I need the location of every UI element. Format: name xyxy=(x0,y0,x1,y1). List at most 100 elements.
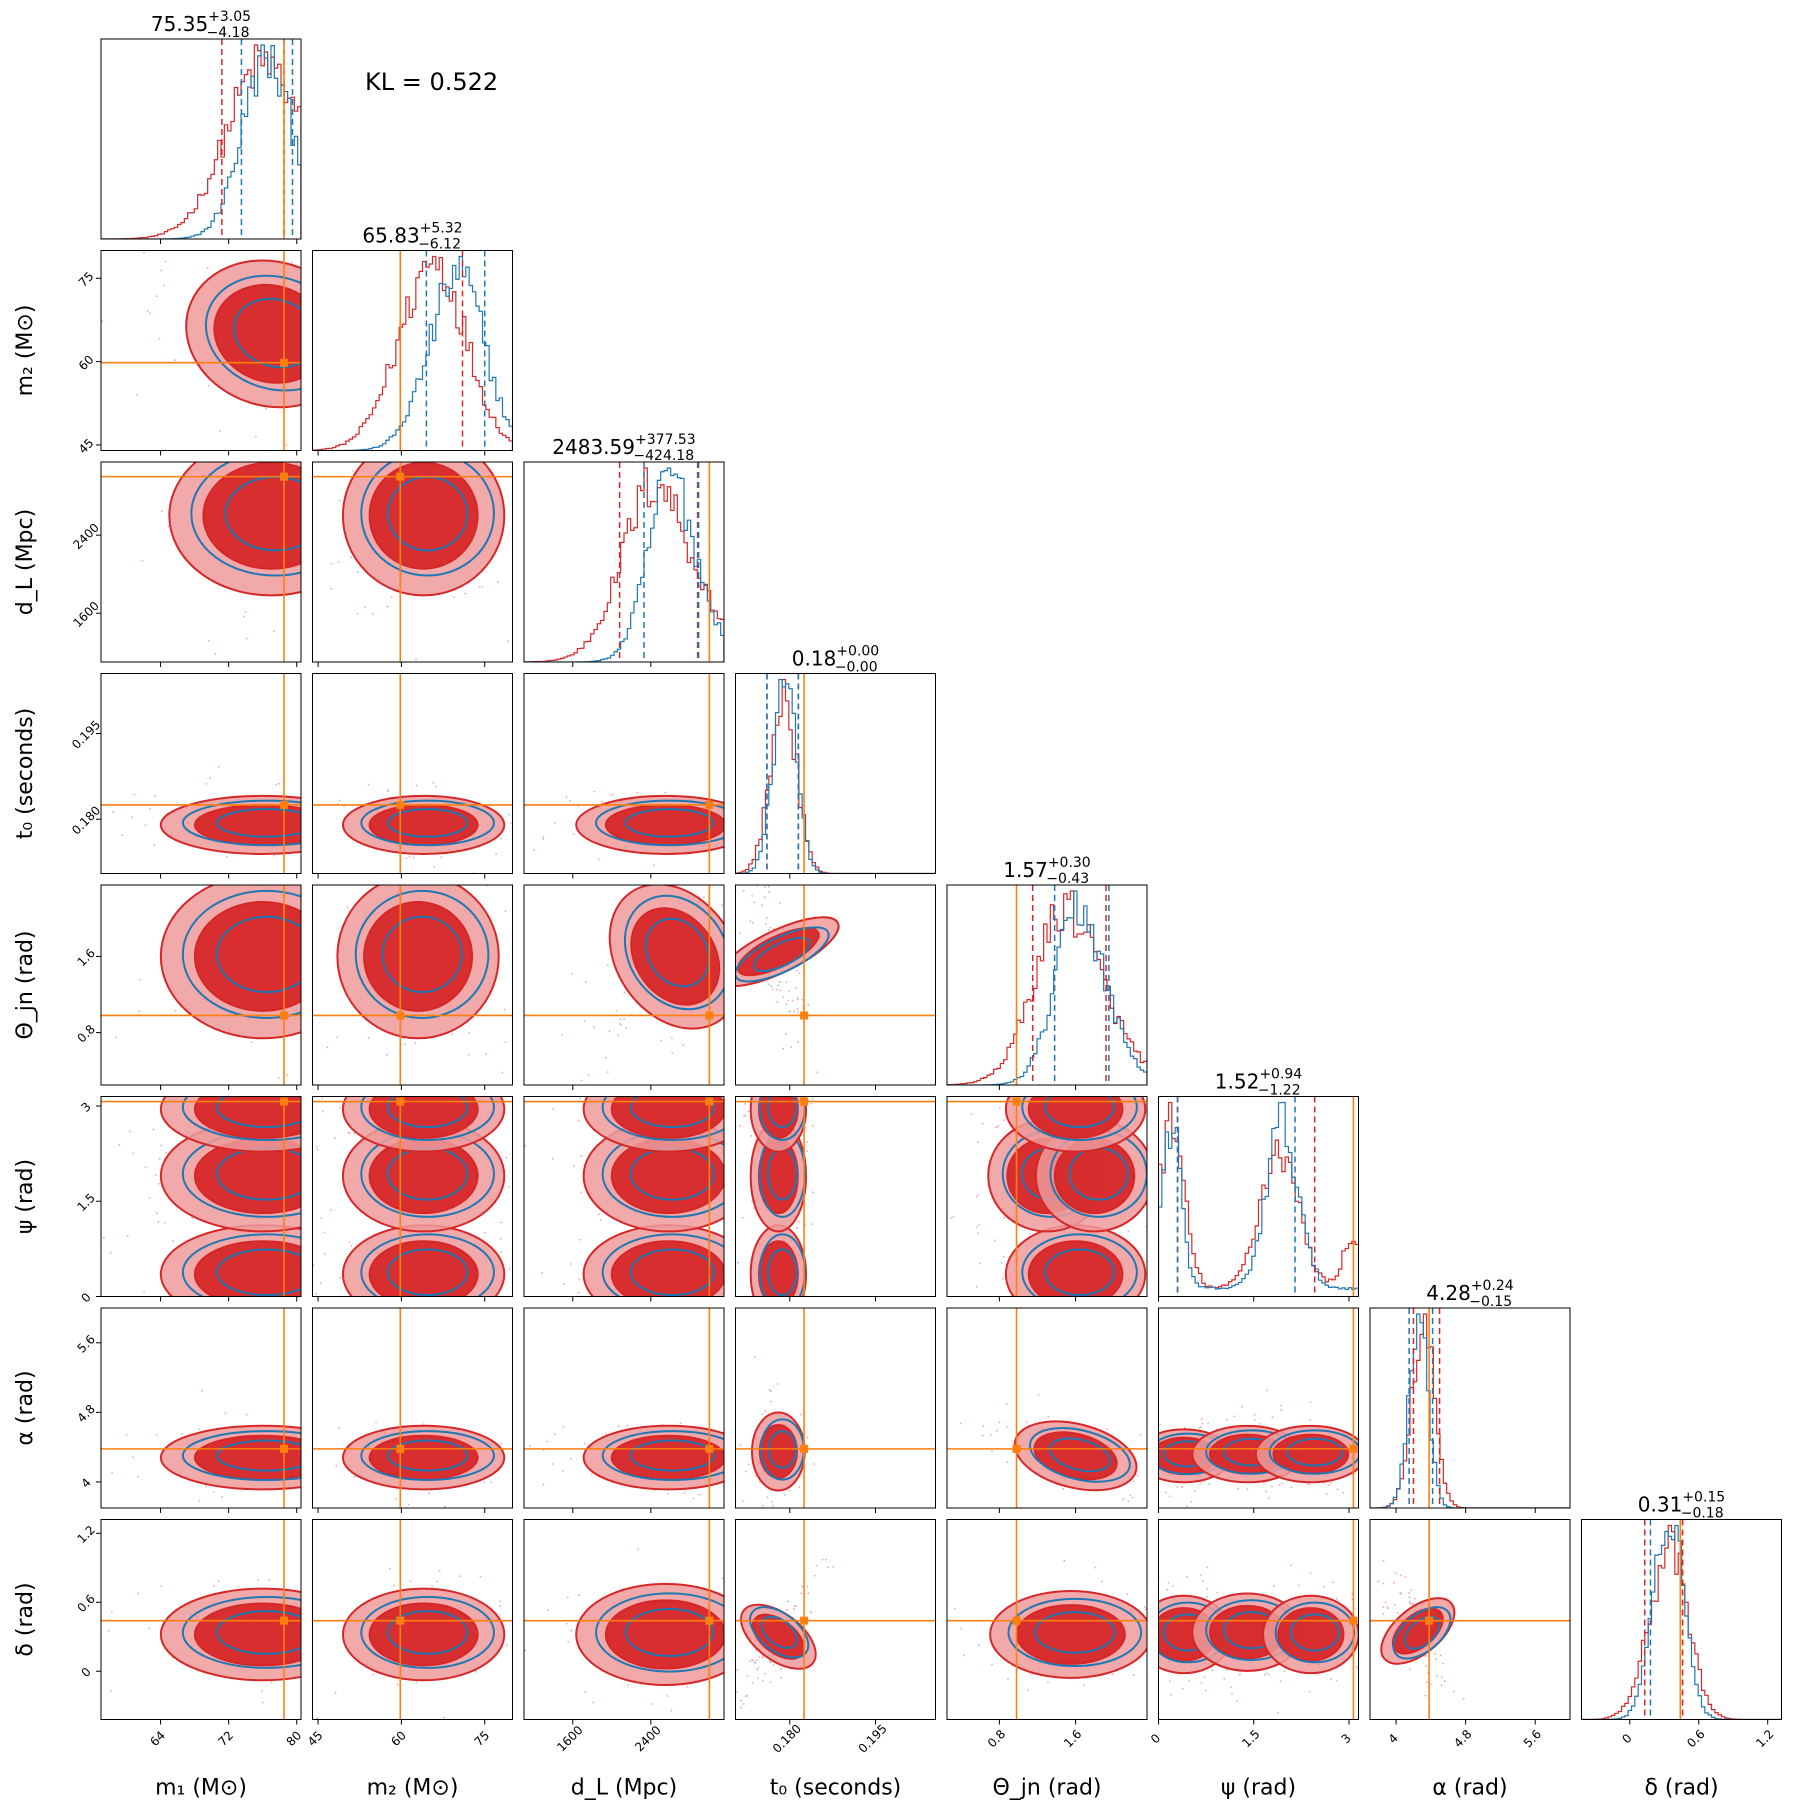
scatter-panel-theta-vs-m2 xyxy=(312,885,513,1085)
sample-dot xyxy=(464,592,467,595)
sample-dot xyxy=(1268,1673,1270,1676)
sample-dot xyxy=(784,1033,787,1035)
sample-dot xyxy=(981,1122,984,1125)
sample-dot xyxy=(149,807,152,810)
sample-dot xyxy=(825,1558,827,1561)
sample-dot xyxy=(136,393,139,396)
sample-dot xyxy=(1236,1700,1238,1702)
sample-dot xyxy=(977,1193,980,1196)
red-contour-1 xyxy=(630,907,721,1006)
sample-dot xyxy=(606,1071,609,1074)
sample-dot xyxy=(744,1695,747,1698)
sample-dot xyxy=(468,1032,471,1035)
sample-dot xyxy=(787,1600,789,1603)
sample-dot xyxy=(757,1666,760,1669)
title-minus-delta: −0.18 xyxy=(1681,1506,1724,1522)
sample-dot xyxy=(761,1504,764,1507)
sample-dot xyxy=(583,1020,586,1022)
sample-dot xyxy=(784,1493,786,1496)
sample-dot xyxy=(775,988,778,991)
sample-dot xyxy=(608,1030,611,1032)
scatter-panel-theta-vs-dL xyxy=(524,885,724,1085)
sample-dot xyxy=(650,1703,653,1705)
panel-frame xyxy=(312,1519,513,1720)
sample-dot xyxy=(198,1499,201,1502)
sample-dot xyxy=(1462,1698,1465,1700)
sample-dot xyxy=(597,858,600,861)
sample-dot xyxy=(977,1644,980,1647)
sample-dot xyxy=(552,1463,554,1465)
sample-dot xyxy=(152,1128,155,1131)
sample-dot xyxy=(481,585,484,588)
sample-dot xyxy=(793,1605,796,1608)
sample-dot xyxy=(1186,1505,1189,1508)
truth-marker xyxy=(1349,1444,1358,1453)
sample-dot xyxy=(682,1044,685,1047)
sample-dot xyxy=(768,891,770,894)
sample-dot xyxy=(653,864,655,867)
sample-dot xyxy=(363,606,366,608)
sample-dot xyxy=(1384,1601,1387,1603)
sample-dot xyxy=(415,784,418,787)
sample-dot xyxy=(998,1107,1001,1109)
sample-dot xyxy=(770,1390,772,1392)
sample-dot xyxy=(1342,1491,1345,1494)
sample-dot xyxy=(1083,1684,1085,1687)
sample-dot xyxy=(291,261,294,264)
sample-dot xyxy=(554,1433,556,1436)
truth-marker xyxy=(396,1097,405,1106)
truth-marker xyxy=(800,1444,809,1453)
x-axis-label-m2: m₂ (M⊙) xyxy=(367,1776,459,1801)
sample-dot xyxy=(157,1221,160,1223)
sample-dot xyxy=(352,469,355,472)
sample-dot xyxy=(1029,1232,1031,1235)
sample-dot xyxy=(746,1695,749,1697)
sample-dot xyxy=(407,1503,410,1506)
sample-dot xyxy=(415,1681,418,1683)
sample-dot xyxy=(1006,1461,1009,1464)
sample-dot xyxy=(1435,1658,1437,1661)
sample-dot xyxy=(1190,1500,1193,1503)
sample-dot xyxy=(1181,1687,1184,1690)
sample-dot xyxy=(1240,1406,1243,1408)
sample-dot xyxy=(1271,1485,1273,1488)
sample-dot xyxy=(330,587,333,590)
red-contour-1 xyxy=(368,462,479,570)
sample-dot xyxy=(761,1655,764,1658)
sample-dot xyxy=(1206,1566,1208,1569)
title-minus-theta: −0.43 xyxy=(1046,871,1089,887)
sample-dot xyxy=(1271,1416,1274,1419)
sample-dot xyxy=(316,1148,319,1151)
sample-dot xyxy=(490,1481,493,1484)
sample-dot xyxy=(578,1594,581,1597)
sample-dot xyxy=(1100,1580,1103,1583)
hist-red-psi xyxy=(1158,1101,1359,1297)
sample-dot xyxy=(619,1018,622,1020)
sample-dot xyxy=(1442,1662,1445,1665)
sample-dot xyxy=(813,1574,816,1577)
sample-dot xyxy=(741,1216,744,1219)
sample-dot xyxy=(679,1422,682,1424)
sample-dot xyxy=(1037,1393,1040,1396)
sample-dot xyxy=(167,525,170,528)
sample-dot xyxy=(806,1436,809,1439)
panel-frame xyxy=(100,1096,302,1297)
blue-contour-1 xyxy=(1048,1437,1112,1473)
sample-dot xyxy=(553,822,556,824)
panel-frame xyxy=(523,884,725,1086)
panel-frame xyxy=(1369,1519,1571,1720)
sample-dot xyxy=(255,436,257,438)
sample-dot xyxy=(323,1252,326,1255)
sample-dot xyxy=(1425,1655,1428,1657)
sample-dot xyxy=(546,1440,549,1443)
sample-dot xyxy=(703,896,705,899)
sample-dot xyxy=(524,1649,527,1652)
sample-dot xyxy=(217,765,220,768)
panel-frame-theta xyxy=(946,884,1148,1086)
panel-frame-m1 xyxy=(100,38,302,240)
red-contour-1 xyxy=(1015,1604,1126,1665)
sample-dot xyxy=(209,776,212,779)
sample-dot xyxy=(623,991,626,994)
y-axis-label-theta: Θ_jn (rad) xyxy=(13,930,38,1039)
sample-dot xyxy=(433,866,436,868)
